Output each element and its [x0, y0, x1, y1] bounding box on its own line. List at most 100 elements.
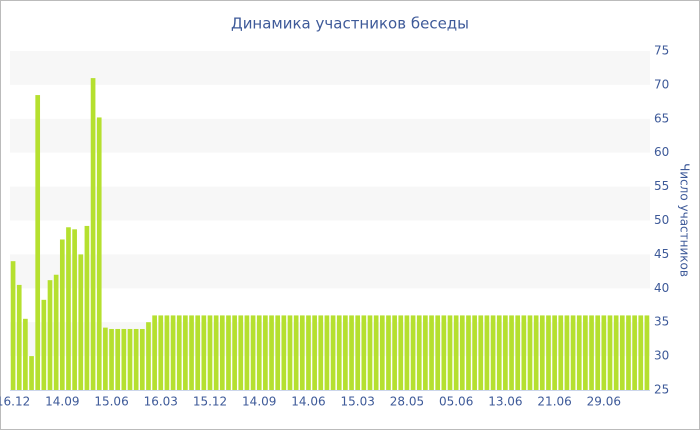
x-tick-label: 15.12 [193, 395, 227, 409]
bar [589, 315, 594, 390]
x-tick-label: 29.06 [587, 395, 621, 409]
bar [619, 315, 625, 390]
y-tick-label: 50 [654, 213, 669, 227]
y-tick-label: 60 [654, 145, 669, 159]
bar [496, 315, 502, 390]
x-tick-label: 21.06 [537, 395, 571, 409]
bar [336, 315, 342, 390]
bar [576, 315, 582, 390]
bar [527, 315, 533, 390]
bar [638, 315, 644, 390]
bar [447, 315, 453, 390]
bar [96, 117, 102, 390]
bar [515, 315, 521, 390]
y-tick-label: 30 [654, 349, 669, 363]
grid-band [10, 51, 650, 85]
y-tick-label: 40 [654, 281, 669, 295]
bar [232, 315, 237, 390]
x-tick-label: 14.06 [291, 395, 325, 409]
bar [59, 239, 65, 390]
bar [158, 315, 164, 390]
bar [404, 315, 410, 390]
bar [219, 315, 225, 390]
grid-band [10, 254, 650, 289]
bar [343, 315, 348, 390]
bar [410, 315, 416, 390]
bar [435, 315, 441, 390]
y-tick-label: 35 [654, 315, 669, 329]
bar [90, 78, 96, 391]
bar [164, 315, 170, 390]
bar [349, 315, 354, 390]
bar [453, 315, 459, 390]
bar [441, 315, 447, 390]
bar [10, 261, 16, 390]
bar [35, 95, 41, 390]
bar [275, 315, 281, 390]
y-tick-label: 65 [654, 111, 669, 125]
bar [373, 315, 379, 390]
bar [533, 315, 539, 390]
bar [484, 315, 490, 390]
bar [244, 315, 250, 390]
x-tick-label: 16.03 [144, 395, 178, 409]
bar [66, 227, 71, 390]
bar [238, 315, 244, 390]
bar [84, 225, 90, 390]
bar [552, 315, 557, 390]
bar [41, 299, 47, 390]
bar [367, 315, 373, 390]
bar [595, 315, 601, 390]
y-tick-label: 75 [654, 44, 669, 58]
bar [115, 328, 121, 390]
bar [250, 315, 256, 390]
bar [53, 274, 59, 390]
bar [392, 315, 397, 390]
bar [607, 315, 613, 390]
bar [361, 315, 367, 390]
grid-band [10, 186, 650, 221]
bar [472, 315, 477, 390]
x-tick-label: 13.06 [488, 395, 522, 409]
y-tick-label: 45 [654, 247, 669, 261]
bar [207, 315, 213, 390]
bar [546, 315, 551, 390]
bar [626, 315, 631, 390]
bar [318, 315, 324, 390]
bar [133, 328, 139, 390]
bar [109, 328, 114, 390]
bar [398, 315, 404, 390]
bar [423, 315, 428, 390]
bar [478, 315, 484, 390]
bar [601, 315, 607, 390]
y-tick-label: 25 [654, 383, 669, 397]
bar [564, 315, 570, 390]
x-tick-label: 28.05 [390, 395, 424, 409]
x-tick-label: 16.12 [0, 395, 30, 409]
bar [558, 315, 564, 390]
x-tick-label: 14.09 [242, 395, 276, 409]
x-tick-label: 14.09 [45, 395, 79, 409]
bar [152, 315, 157, 390]
bar [226, 315, 231, 390]
bar [330, 315, 336, 390]
bar [583, 315, 588, 390]
bar [127, 328, 133, 390]
bar [146, 322, 151, 390]
bar [570, 315, 576, 390]
bar [189, 315, 194, 390]
bar [170, 315, 176, 390]
bar [183, 315, 188, 390]
bar [201, 315, 207, 390]
bar [521, 315, 527, 390]
bar [379, 315, 385, 390]
bar [195, 315, 201, 390]
bar [293, 315, 299, 390]
bar [213, 315, 219, 390]
bar [23, 318, 28, 390]
bar [176, 315, 182, 390]
bar [613, 315, 619, 390]
bar [355, 315, 361, 390]
bar [16, 284, 22, 390]
